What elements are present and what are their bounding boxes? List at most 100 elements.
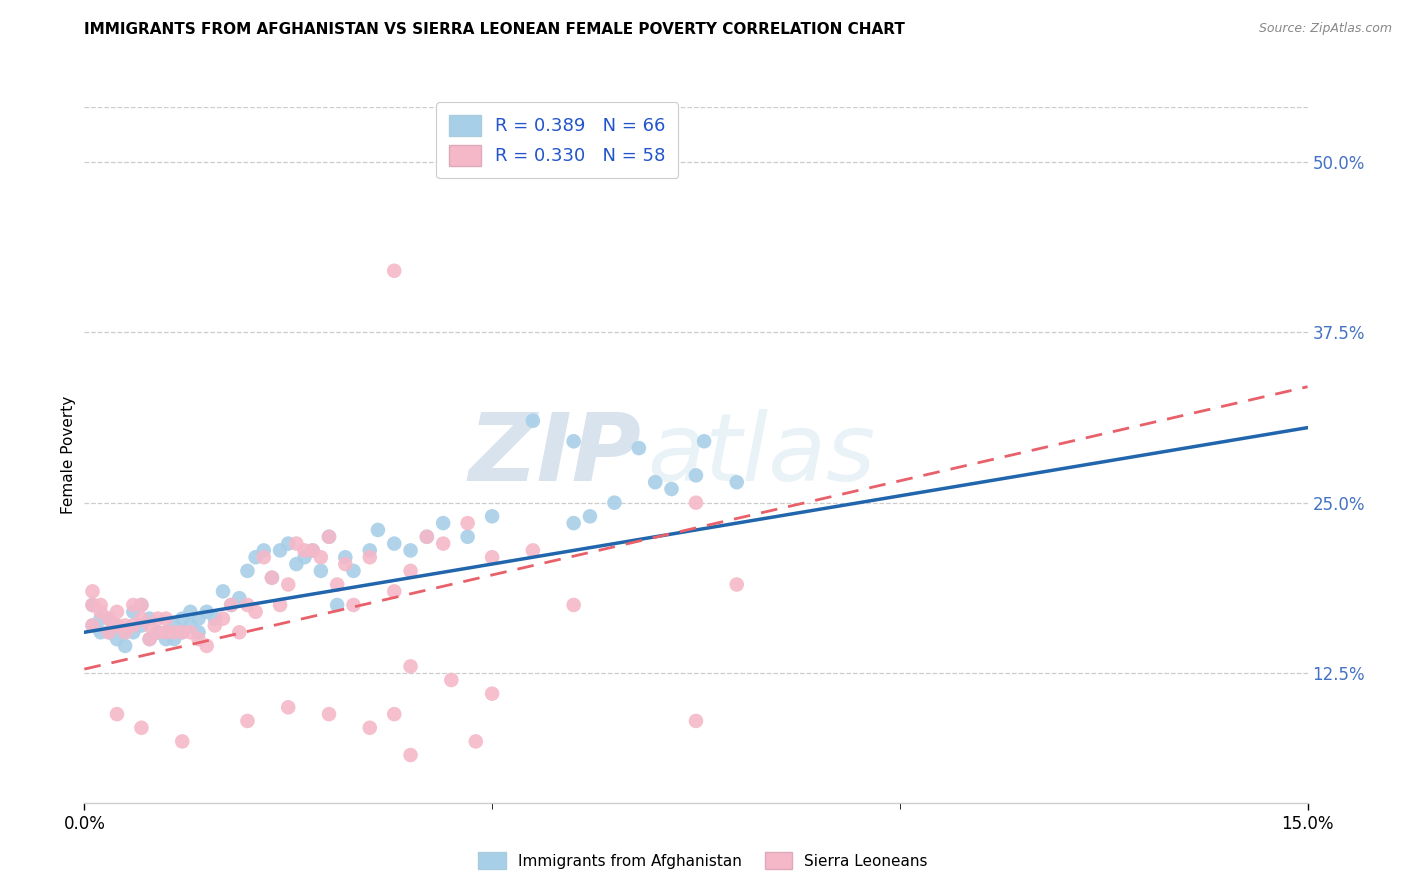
Point — [187, 632, 209, 646]
Point — [82, 598, 104, 612]
Point — [725, 475, 748, 490]
Point — [457, 516, 479, 530]
Point — [97, 625, 120, 640]
Point — [97, 625, 120, 640]
Point — [179, 618, 201, 632]
Point — [342, 564, 364, 578]
Point — [172, 625, 194, 640]
Point — [432, 536, 454, 550]
Point — [138, 612, 160, 626]
Point — [195, 639, 218, 653]
Point — [155, 625, 177, 640]
Point — [219, 598, 242, 612]
Point — [416, 530, 439, 544]
Point — [301, 543, 323, 558]
Point — [122, 598, 145, 612]
Point — [309, 564, 332, 578]
Point — [382, 584, 405, 599]
Point — [685, 468, 707, 483]
Point — [236, 598, 259, 612]
Point — [562, 516, 585, 530]
Point — [131, 721, 153, 735]
Point — [285, 536, 308, 550]
Point — [399, 747, 422, 762]
Point — [253, 543, 276, 558]
Text: atlas: atlas — [647, 409, 876, 500]
Point — [693, 434, 716, 449]
Point — [195, 605, 218, 619]
Legend: R = 0.389   N = 66, R = 0.330   N = 58: R = 0.389 N = 66, R = 0.330 N = 58 — [436, 103, 679, 178]
Point — [82, 618, 104, 632]
Point — [522, 543, 544, 558]
Point — [359, 721, 381, 735]
Point — [131, 612, 153, 626]
Point — [236, 564, 259, 578]
Point — [219, 598, 242, 612]
Point — [464, 734, 486, 748]
Point — [326, 598, 349, 612]
Point — [131, 618, 153, 632]
Point — [481, 550, 503, 565]
Point — [122, 618, 145, 632]
Point — [359, 550, 381, 565]
Point — [105, 605, 128, 619]
Point — [725, 577, 748, 591]
Point — [301, 543, 323, 558]
Point — [416, 530, 439, 544]
Point — [359, 543, 381, 558]
Point — [90, 625, 112, 640]
Point — [260, 571, 283, 585]
Point — [155, 632, 177, 646]
Point — [253, 550, 276, 565]
Point — [146, 625, 169, 640]
Point — [399, 659, 422, 673]
Point — [105, 632, 128, 646]
Point — [97, 612, 120, 626]
Point — [131, 598, 153, 612]
Point — [82, 598, 104, 612]
Point — [579, 509, 602, 524]
Point — [318, 707, 340, 722]
Point — [114, 625, 136, 640]
Point — [335, 557, 357, 571]
Point — [382, 707, 405, 722]
Point — [138, 632, 160, 646]
Point — [522, 414, 544, 428]
Point — [163, 625, 186, 640]
Point — [245, 605, 267, 619]
Point — [122, 605, 145, 619]
Point — [90, 598, 112, 612]
Point — [481, 687, 503, 701]
Point — [82, 584, 104, 599]
Point — [228, 591, 250, 606]
Point — [627, 441, 650, 455]
Point — [163, 618, 186, 632]
Point — [685, 496, 707, 510]
Point — [228, 625, 250, 640]
Point — [82, 618, 104, 632]
Point — [269, 543, 291, 558]
Text: ZIP: ZIP — [468, 409, 641, 501]
Point — [603, 496, 626, 510]
Point — [114, 625, 136, 640]
Text: IMMIGRANTS FROM AFGHANISTAN VS SIERRA LEONEAN FEMALE POVERTY CORRELATION CHART: IMMIGRANTS FROM AFGHANISTAN VS SIERRA LE… — [84, 22, 905, 37]
Point — [204, 612, 226, 626]
Point — [172, 625, 194, 640]
Point — [122, 625, 145, 640]
Point — [155, 612, 177, 626]
Point — [187, 625, 209, 640]
Point — [131, 598, 153, 612]
Point — [382, 536, 405, 550]
Point — [440, 673, 463, 687]
Point — [146, 625, 169, 640]
Point — [367, 523, 389, 537]
Point — [269, 598, 291, 612]
Point — [294, 550, 316, 565]
Text: Source: ZipAtlas.com: Source: ZipAtlas.com — [1258, 22, 1392, 36]
Point — [105, 618, 128, 632]
Point — [342, 598, 364, 612]
Point — [399, 543, 422, 558]
Point — [204, 618, 226, 632]
Point — [179, 605, 201, 619]
Point — [138, 618, 160, 632]
